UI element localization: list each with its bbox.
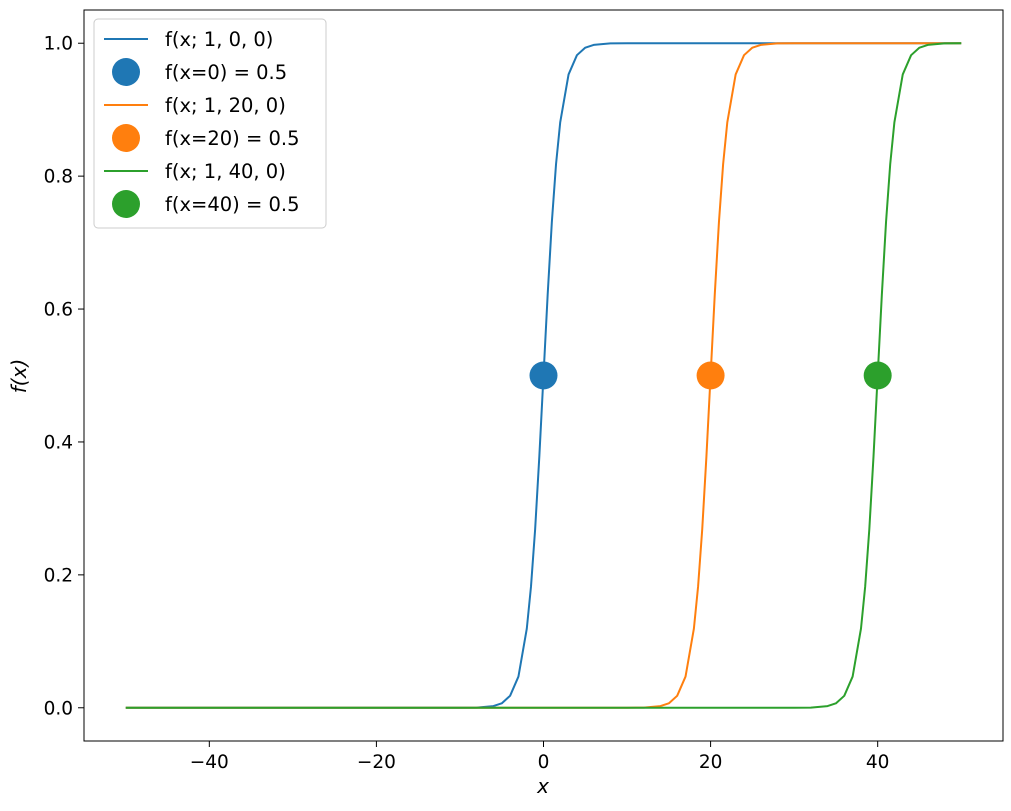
x-tick-label: 0 [538,752,550,773]
x-axis-label: x [536,774,549,798]
legend-entry-label: f(x=40) = 0.5 [165,193,300,216]
series-line-4 [125,42,962,709]
x-tick-label: 20 [699,752,723,773]
legend-marker-swatch [112,190,140,218]
legend-entry-label: f(x; 1, 0, 0) [165,28,273,51]
legend-entry-label: f(x=20) = 0.5 [165,127,300,150]
y-tick-label: 0.6 [44,300,73,321]
legend-marker-swatch [112,124,140,152]
series-marker-5 [863,361,892,390]
legend-entry-label: f(x; 1, 20, 0) [165,94,286,117]
series-layer [125,42,962,709]
y-tick-label: 0.2 [44,565,73,586]
legend: f(x; 1, 0, 0) f(x=0) = 0.5 f(x; 1, 20, 0) f… [93,18,327,229]
x-axis: −40 −20 0 20 40 [190,741,890,773]
x-tick-label: −40 [190,752,229,773]
series-marker-1 [529,361,558,390]
legend-marker-swatch [112,58,140,86]
y-tick-label: 0.8 [44,167,73,188]
y-tick-label: 0.4 [44,432,73,453]
y-axis-label: f(x) [7,359,31,393]
series-marker-3 [696,361,725,390]
legend-entry-label: f(x=0) = 0.5 [165,61,287,84]
y-tick-label: 1.0 [44,34,73,55]
x-tick-label: 40 [866,752,890,773]
y-tick-label: 0.0 [44,698,73,719]
legend-entry-label: f(x; 1, 40, 0) [165,160,286,183]
y-axis: 0.0 0.2 0.4 0.6 0.8 1.0 [44,34,84,719]
legend-box [93,18,327,229]
x-tick-label: −20 [357,752,396,773]
